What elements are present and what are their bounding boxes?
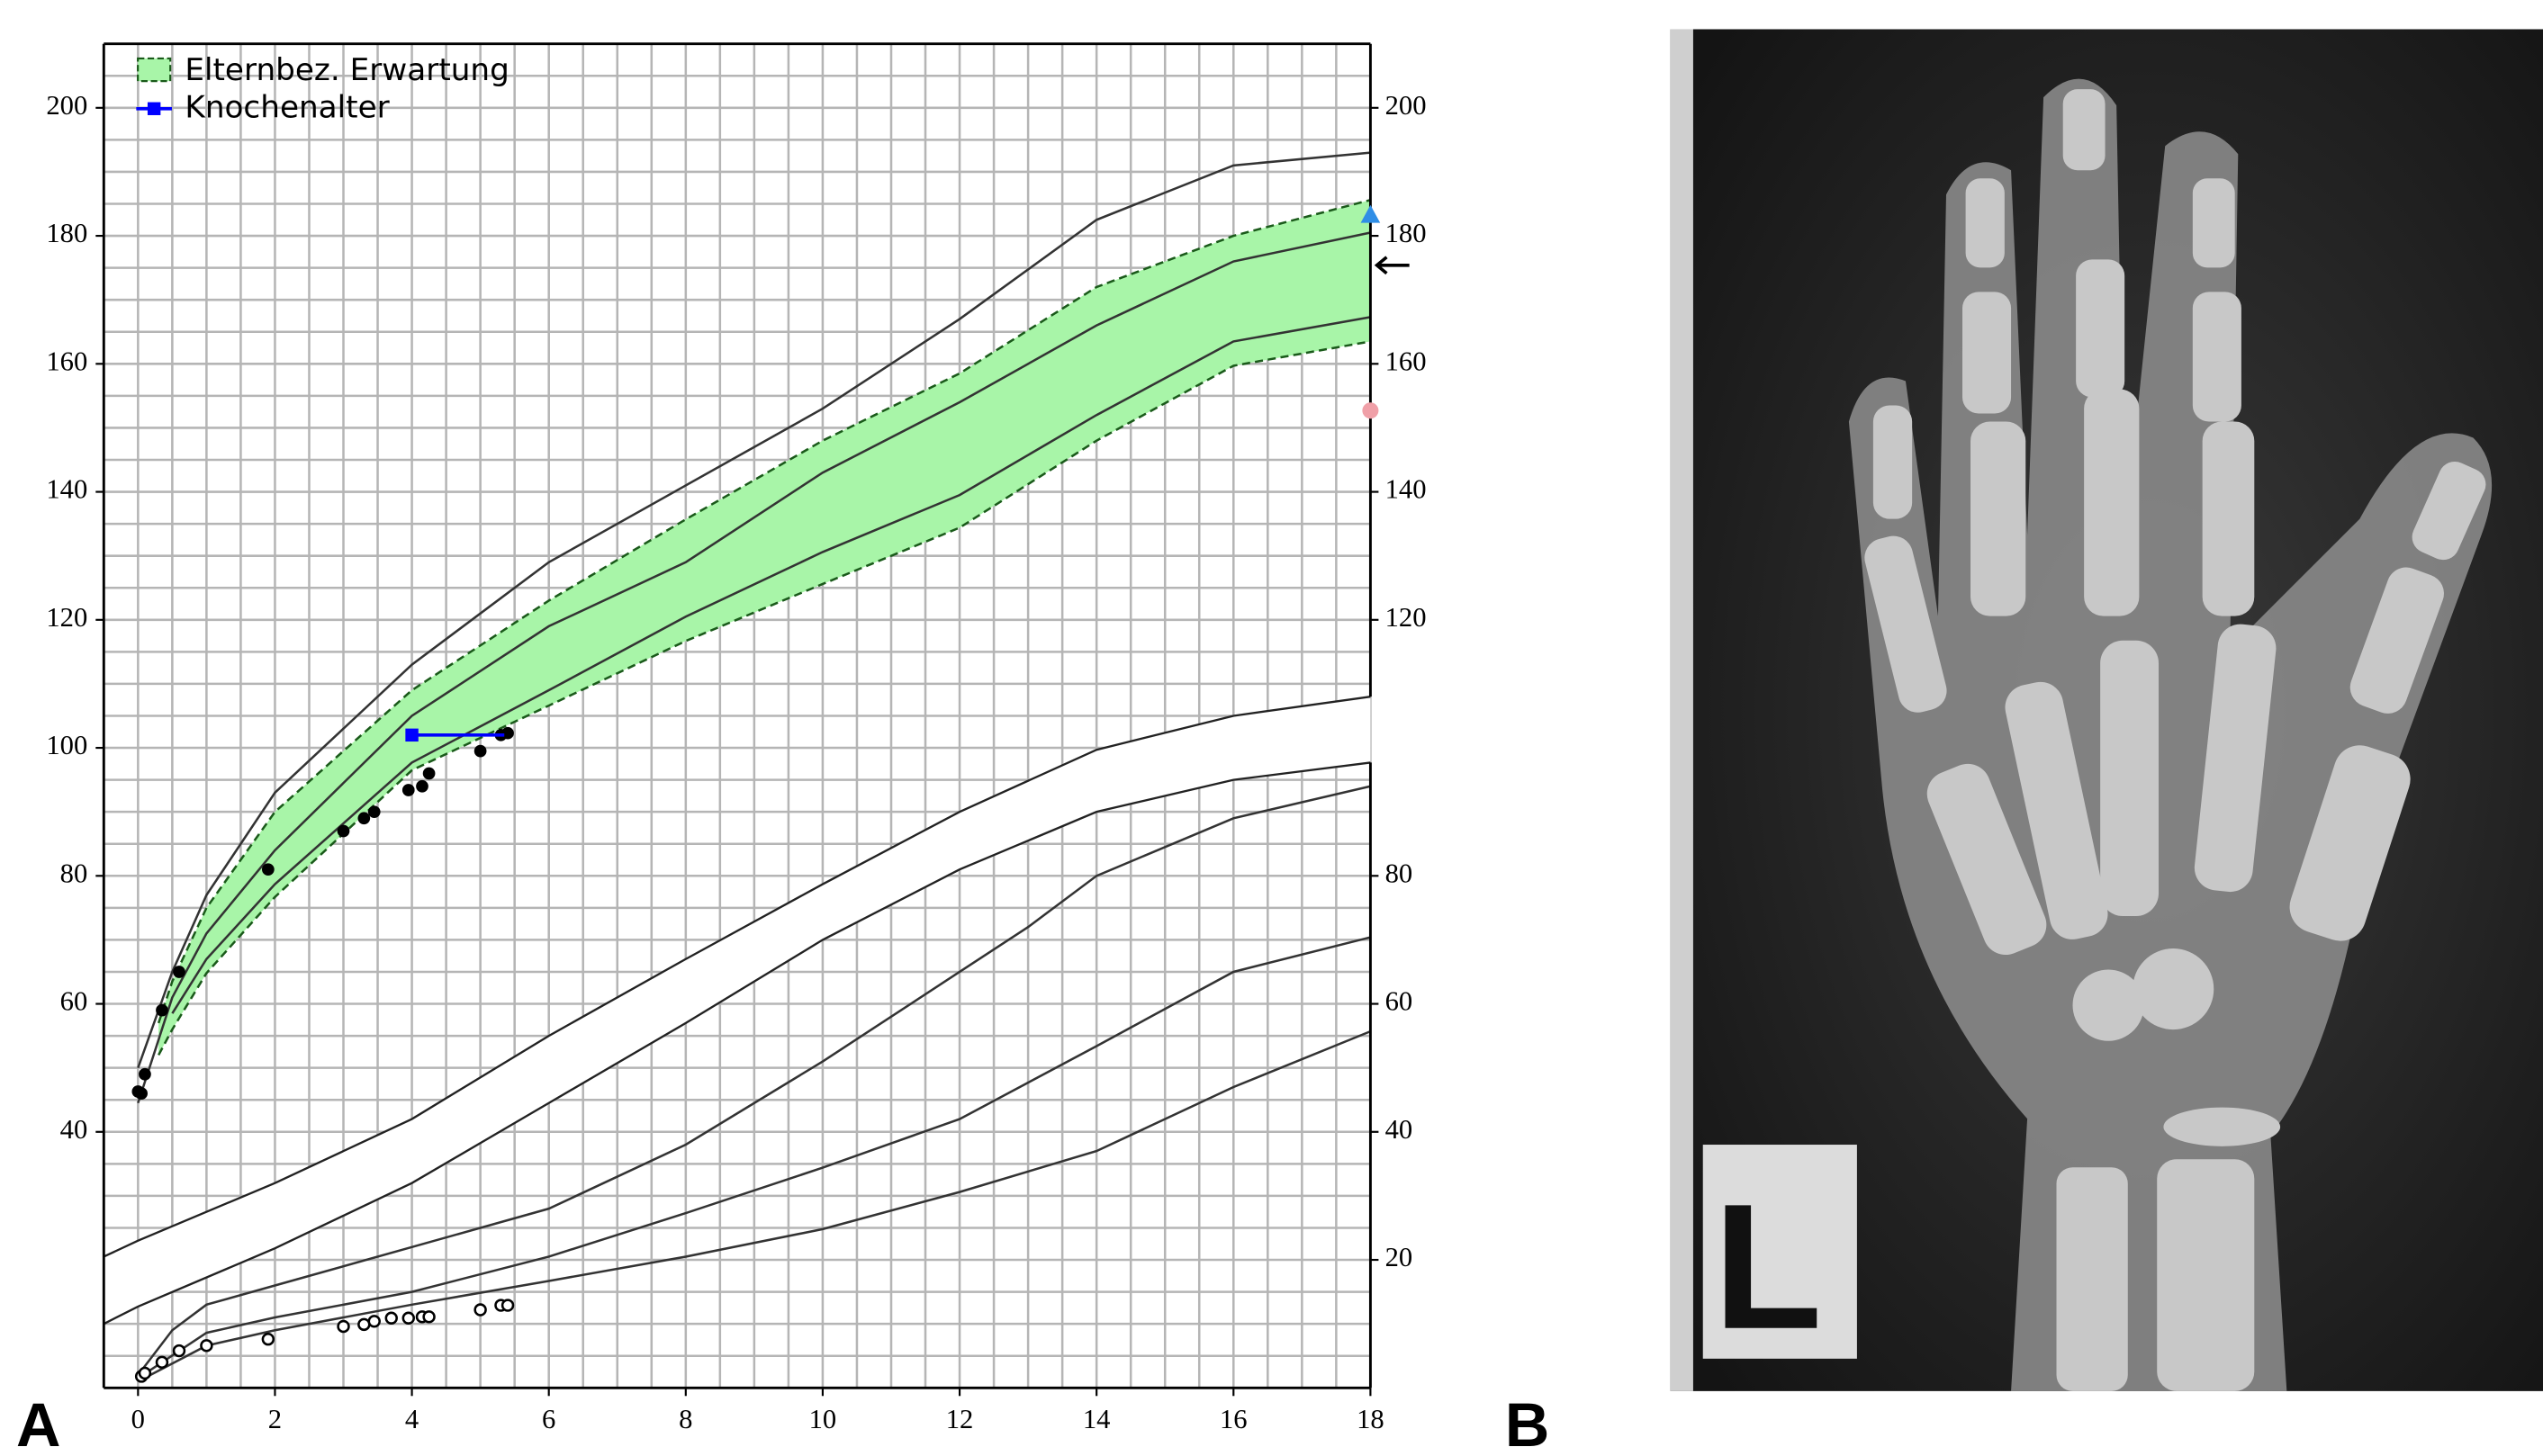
xray-marker-box [1702, 1145, 1857, 1359]
height-point [156, 1003, 168, 1017]
y-tick-label: 160 [46, 346, 87, 376]
x-tick-label: 12 [946, 1404, 974, 1434]
band-edge-dashed [157, 199, 1371, 1024]
weight-point [422, 1310, 436, 1324]
weight-point [473, 1303, 487, 1317]
legend-swatch [147, 102, 161, 115]
y2-tick-label: 20 [1385, 1242, 1413, 1272]
weight-point [155, 1355, 169, 1370]
y2-tick-label: 140 [1385, 474, 1427, 505]
y2-tick-label: 200 [1385, 90, 1427, 121]
y2-tick-label: 180 [1385, 218, 1427, 248]
y-tick-label: 80 [60, 858, 88, 888]
legend-label: Elternbez. Erwartung [185, 52, 509, 88]
xray-marker: L [1713, 1167, 1822, 1366]
y-tick-label: 200 [46, 90, 87, 121]
weight-point [367, 1315, 381, 1328]
xray-image: L [1670, 29, 2543, 1391]
y2-tick-label: 40 [1385, 1114, 1413, 1145]
white-band [104, 697, 1371, 1325]
target-triangle [1360, 204, 1381, 223]
percentile-curve [137, 1029, 1371, 1383]
y2-tick-label: 60 [1385, 986, 1413, 1017]
y-tick-label: 120 [46, 602, 87, 633]
percentile-curve [137, 151, 1371, 1069]
y-tick-label: 140 [46, 474, 87, 505]
bones [1864, 89, 2486, 1391]
x-tick-label: 16 [1220, 1404, 1248, 1434]
legend-swatch [137, 57, 172, 83]
y2-tick-label: 80 [1385, 858, 1413, 888]
height-point [173, 966, 185, 978]
y-tick-label: 100 [46, 730, 87, 760]
legend-label: Knochenalter [185, 89, 390, 125]
weight-point [200, 1339, 213, 1353]
band-edge-dashed [158, 340, 1371, 1056]
weight-point [138, 1366, 152, 1380]
weight-point [401, 1311, 415, 1325]
weight-point [384, 1311, 398, 1325]
height-point [357, 812, 371, 825]
height-point [401, 784, 415, 796]
target-arrow [1374, 256, 1410, 275]
x-tick-label: 2 [268, 1404, 282, 1434]
x-tick-label: 0 [131, 1404, 145, 1434]
growth-chart: 0 2 4 6 8 10 12 14 16 18 40 60 80 100 120 140 160 180 200 2… [46, 42, 1427, 1434]
x-tick-label: 14 [1083, 1404, 1111, 1434]
percentile-curve [171, 316, 1371, 1014]
bone-age-marker [405, 728, 419, 742]
panel-label: B [1505, 1390, 1549, 1456]
percentile-curve [137, 785, 1371, 1376]
band-edge [103, 695, 1371, 1258]
y2-tick-label: 160 [1385, 346, 1427, 376]
y2-tick-label: 120 [1385, 602, 1427, 633]
percentile-curve [137, 936, 1371, 1380]
expectation-band [158, 200, 1371, 1056]
band-edge [103, 761, 1371, 1326]
x-tick-label: 18 [1357, 1404, 1384, 1434]
y-tick-label: 60 [60, 986, 88, 1017]
height-point [473, 744, 487, 758]
height-point [367, 805, 381, 819]
height-point [262, 863, 275, 876]
height-point [139, 1067, 151, 1081]
x-tick-label: 10 [809, 1404, 837, 1434]
height-point [501, 726, 514, 740]
percentile-curve [137, 231, 1371, 1104]
y-tick-label: 40 [60, 1114, 88, 1145]
weight-point [337, 1319, 350, 1334]
weight-point [500, 1299, 515, 1312]
x-tick-label: 8 [679, 1404, 692, 1434]
target-circle [1362, 402, 1379, 419]
xray-edge [1670, 29, 1693, 1391]
height-point [135, 1087, 148, 1100]
x-tick-label: 4 [405, 1404, 419, 1434]
height-point [422, 767, 436, 780]
y-tick-label: 180 [46, 218, 87, 248]
weight-point [261, 1333, 275, 1346]
height-point [337, 824, 350, 838]
weight-point [172, 1344, 186, 1358]
hand [1848, 78, 2493, 1391]
x-tick-label: 6 [542, 1404, 555, 1434]
panel-label: A [16, 1390, 60, 1456]
weight-point [357, 1317, 371, 1332]
height-point [416, 779, 428, 793]
